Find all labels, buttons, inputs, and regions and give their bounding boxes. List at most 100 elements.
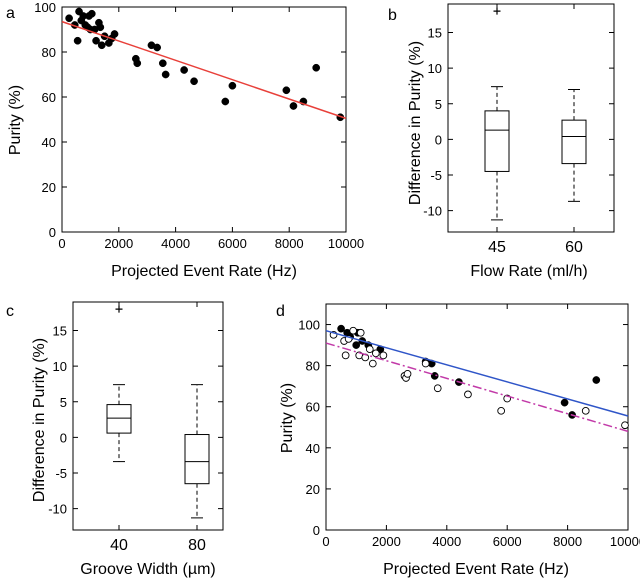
axes-frame — [447, 3, 615, 233]
data-point — [153, 43, 161, 52]
axes-frame — [325, 303, 629, 531]
data-point-open — [421, 359, 430, 368]
x-tick-label: 6000 — [493, 534, 522, 549]
y-axis-label-d: Purity (%) — [279, 383, 296, 453]
data-point-open — [365, 345, 374, 354]
y-tick-label: 80 — [306, 359, 320, 374]
box-iqr — [561, 119, 587, 165]
x-axis-label-b: Flow Rate (ml/h) — [470, 263, 587, 280]
data-point — [161, 70, 170, 79]
data-point — [110, 30, 119, 38]
y-tick-label: 20 — [306, 482, 320, 497]
data-point — [133, 59, 142, 68]
y-tick-label: 20 — [42, 180, 56, 195]
y-tick-label: 5 — [60, 395, 67, 410]
data-point-open — [621, 421, 629, 430]
y-tick-label: 60 — [306, 400, 320, 415]
x-axis-label-a: Projected Event Rate (Hz) — [111, 263, 297, 280]
y-tick-label: 60 — [42, 90, 56, 105]
y-tick-label: 40 — [42, 135, 56, 150]
y-tick-label: -5 — [430, 168, 442, 183]
data-point — [312, 63, 321, 72]
y-tick-label: 10 — [53, 359, 67, 374]
data-point-open — [433, 384, 442, 393]
x-tick-label: 4000 — [161, 236, 190, 251]
fit-open-line — [325, 342, 629, 433]
y-tick-label: 0 — [313, 523, 320, 538]
data-point — [73, 36, 82, 45]
y-tick-label: 15 — [428, 26, 442, 41]
data-point — [228, 81, 237, 90]
box-iqr — [484, 110, 510, 172]
x-tick-label: 2000 — [104, 236, 133, 251]
y-tick-label: 100 — [34, 0, 56, 15]
data-point — [97, 41, 106, 50]
data-point-open — [371, 349, 380, 358]
y-tick-label: 0 — [49, 225, 56, 240]
x-tick-label: 10000 — [328, 236, 364, 251]
outlier-marker — [493, 7, 501, 15]
x-tick-label: 2000 — [372, 534, 401, 549]
data-point — [430, 372, 439, 380]
y-tick-label: 40 — [306, 441, 320, 456]
x-tick-label: 45 — [488, 239, 506, 256]
axes-frame — [61, 6, 347, 233]
x-tick-label: 0 — [322, 534, 329, 549]
y-tick-label: -10 — [48, 502, 67, 517]
data-point — [282, 86, 291, 95]
data-point-open — [497, 406, 506, 415]
x-tick-label: 4000 — [432, 534, 461, 549]
y-tick-label: 0 — [60, 430, 67, 445]
x-tick-label: 80 — [188, 537, 206, 554]
x-tick-label: 6000 — [218, 236, 247, 251]
data-point-open — [464, 390, 472, 399]
box-iqr — [184, 434, 210, 485]
data-point — [352, 341, 361, 349]
x-axis-label-c: Groove Width (µm) — [80, 561, 215, 578]
plot-d: 0 20 40 60 80 100 0 2000 4000 6000 8000 10000 — [298, 303, 640, 549]
data-point — [592, 376, 601, 384]
data-point — [337, 324, 345, 333]
x-tick-label: 0 — [58, 236, 65, 251]
panel-c: c -10 -5 0 5 10 15 40 80 Groove Width (µm) Diff… — [6, 301, 224, 578]
panel-label-b: b — [388, 7, 397, 24]
panel-d: d 0 20 40 60 80 100 0 2000 4000 6000 8000 10000 Pro… — [276, 303, 640, 578]
data-point-open — [581, 406, 590, 415]
y-axis-label-b: Difference in Purity (%) — [407, 41, 424, 205]
outlier-marker — [115, 305, 123, 313]
data-point-open — [379, 351, 388, 360]
panel-label-d: d — [276, 303, 285, 320]
plot-b: -10 -5 0 5 10 15 45 60 — [423, 3, 615, 256]
fit-line — [61, 20, 347, 120]
data-point-open — [403, 370, 412, 378]
y-axis-label-a: Purity (%) — [7, 85, 24, 155]
y-tick-label: 80 — [42, 45, 56, 60]
x-tick-label: 10000 — [610, 534, 640, 549]
x-tick-label: 60 — [565, 239, 583, 256]
y-tick-label: 10 — [428, 61, 442, 76]
fit-filled-line — [325, 329, 629, 417]
axes-frame — [72, 301, 224, 531]
x-tick-label: 8000 — [275, 236, 304, 251]
data-point-open — [349, 326, 358, 335]
data-point — [190, 77, 198, 86]
data-point — [289, 102, 298, 110]
box-iqr — [106, 404, 132, 434]
plot-c: -10 -5 0 5 10 15 40 80 — [48, 301, 224, 554]
data-point — [92, 36, 100, 45]
y-tick-label: 15 — [53, 324, 67, 339]
data-point — [560, 398, 569, 407]
y-tick-label: 5 — [435, 97, 442, 112]
data-point — [87, 9, 96, 18]
y-tick-label: -10 — [423, 204, 442, 219]
data-point — [96, 23, 105, 32]
y-axis-label-c: Difference in Purity (%) — [31, 338, 48, 502]
data-point — [221, 97, 230, 106]
x-tick-label: 40 — [110, 537, 128, 554]
y-tick-label: -5 — [55, 466, 67, 481]
panel-b: b -10 -5 0 5 10 15 45 60 Flow Rate (ml/h) Diffe… — [388, 3, 615, 280]
data-point-open — [341, 351, 350, 360]
data-point — [65, 14, 73, 23]
plot-a: 0 20 40 60 80 100 0 2000 4000 6000 8000 10000 — [34, 0, 364, 251]
